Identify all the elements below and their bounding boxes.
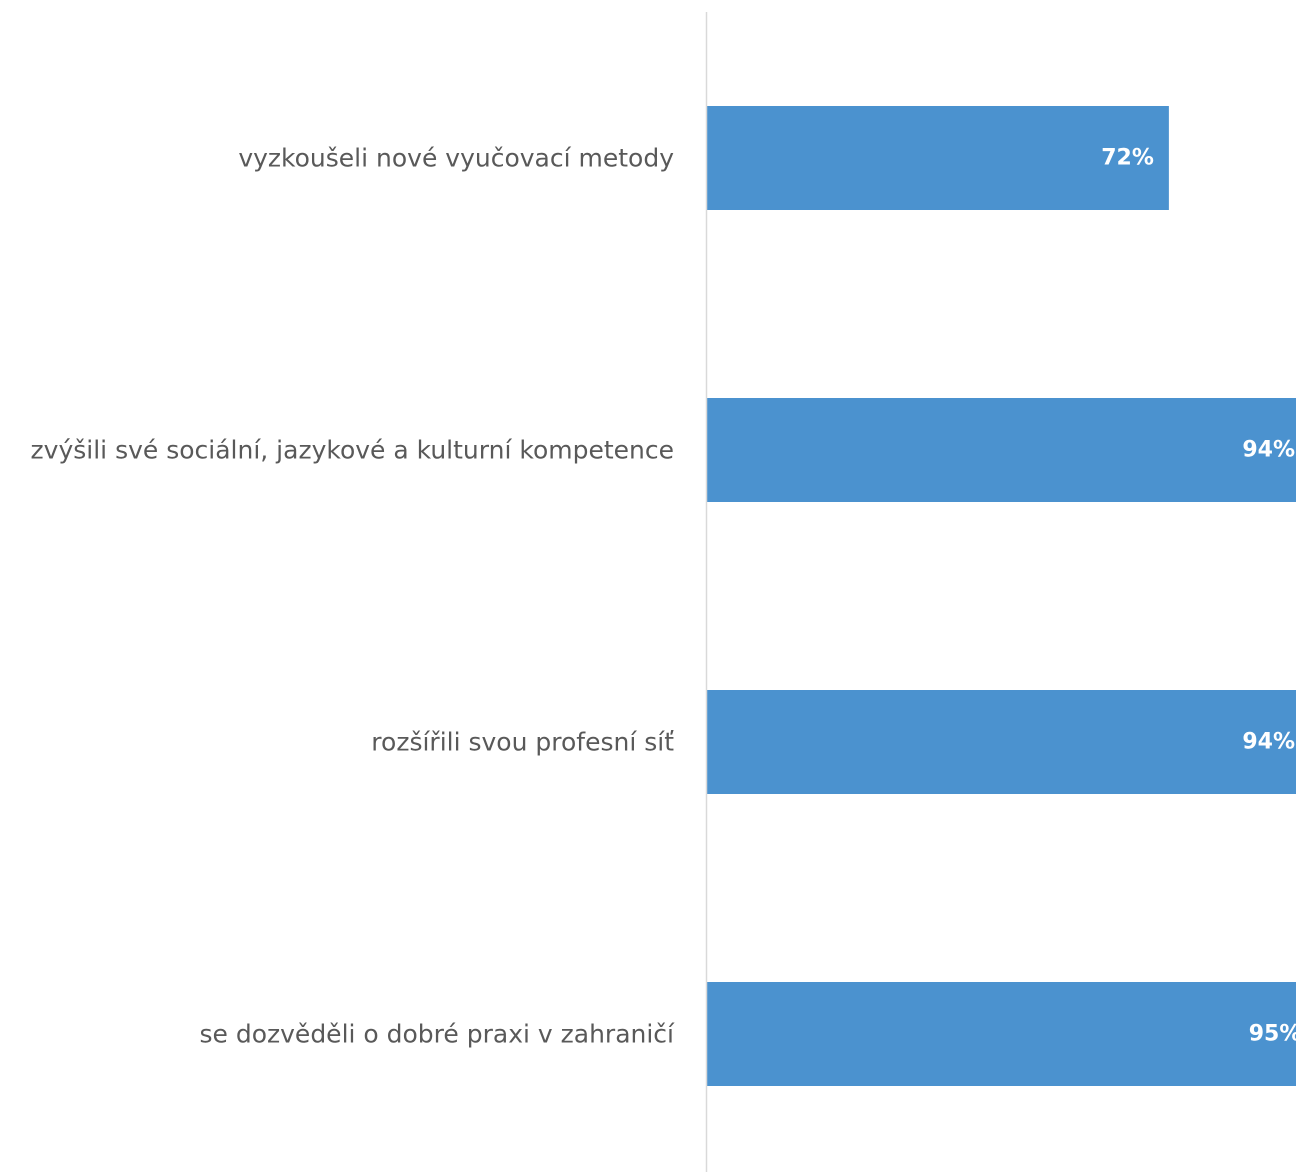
category-label: vyzkoušeli nové vyučovací metody bbox=[238, 144, 674, 173]
bar bbox=[707, 690, 1296, 794]
bar bbox=[707, 982, 1296, 1086]
value-label: 95% bbox=[1249, 1022, 1296, 1047]
category-label: zvýšili své sociální, jazykové a kulturn… bbox=[31, 436, 674, 465]
value-label: 72% bbox=[1101, 146, 1154, 171]
value-label: 94% bbox=[1242, 730, 1295, 755]
bar bbox=[707, 398, 1296, 502]
value-label: 94% bbox=[1242, 438, 1295, 463]
bar bbox=[707, 106, 1169, 210]
value-labels-group: 72% 94% 94% 95% bbox=[1101, 146, 1296, 1047]
category-label: rozšířili svou profesní síť bbox=[371, 728, 674, 757]
category-label: se dozvěděli o dobré praxi v zahraničí bbox=[200, 1020, 676, 1049]
bars-group bbox=[707, 106, 1296, 1086]
category-labels-group: vyzkoušeli nové vyučovací metody zvýšili … bbox=[31, 144, 676, 1049]
